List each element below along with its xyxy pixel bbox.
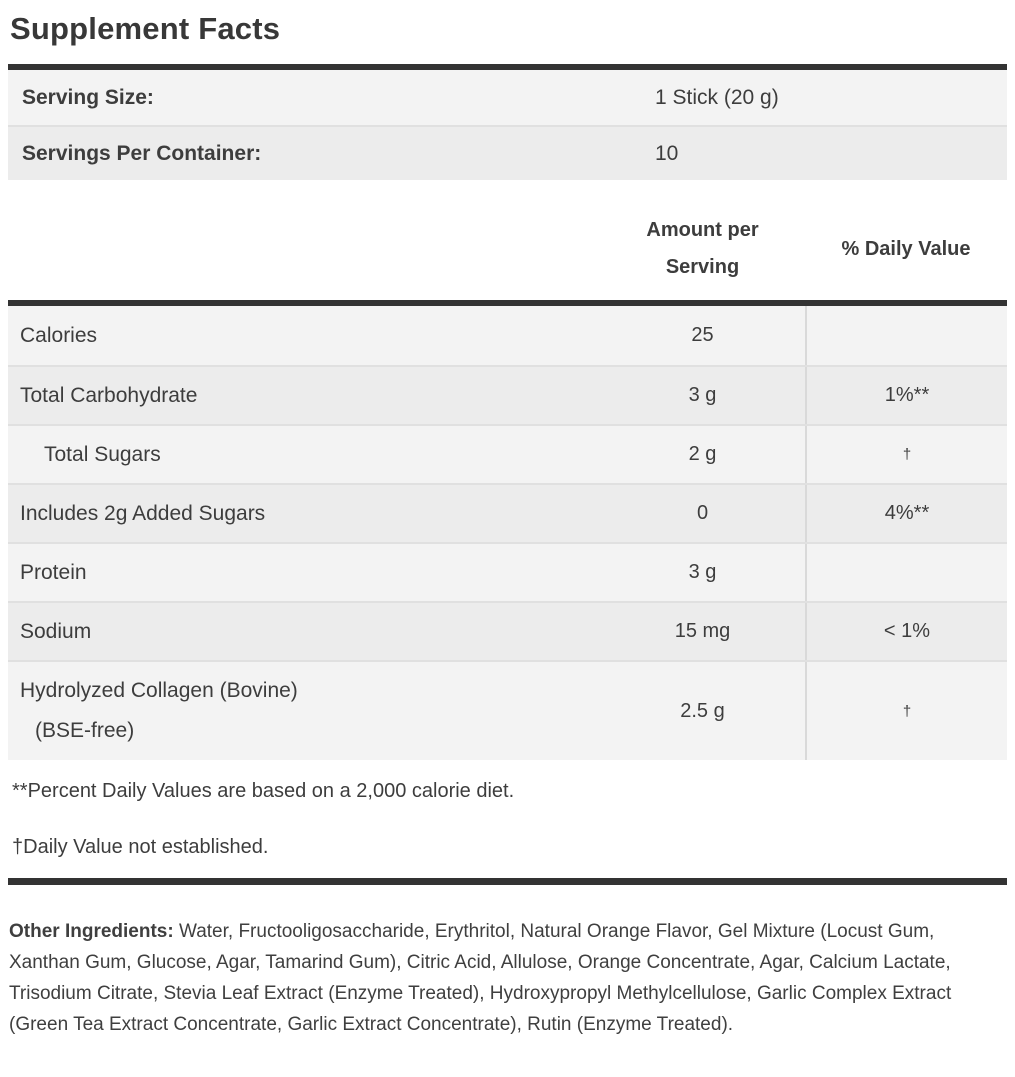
- serving-value: 1 Stick (20 g): [655, 85, 779, 109]
- amount-cell: 0: [696, 502, 709, 524]
- daily-value-cell: 1%**: [805, 367, 1007, 424]
- table-row: Total Sugars 2 g †: [8, 424, 1007, 483]
- amount-cell: 15 mg: [674, 620, 731, 642]
- serving-label: Servings Per Container:: [22, 141, 262, 165]
- page-title: Supplement Facts: [10, 11, 281, 46]
- nutrient-table: Calories 25 Total Carbohydrate 3 g 1%** …: [8, 300, 1007, 760]
- daily-value-cell: < 1%: [805, 603, 1007, 660]
- other-ingredients: Other Ingredients: Water, Fructooligosac…: [8, 916, 1007, 1040]
- daily-value-cell: †: [805, 662, 1007, 760]
- serving-row: Servings Per Container: 10: [8, 125, 1007, 180]
- amount-cell: 3 g: [688, 384, 717, 406]
- amount-cell: 2.5 g: [680, 699, 725, 722]
- serving-info-table: Serving Size: 1 Stick (20 g) Servings Pe…: [8, 64, 1007, 180]
- table-row: Calories 25: [8, 306, 1007, 365]
- serving-value: 10: [655, 141, 679, 165]
- table-row: Sodium 15 mg < 1%: [8, 601, 1007, 660]
- daily-value-cell: 4%**: [805, 485, 1007, 542]
- other-ingredients-text: Water, Fructooligosaccharide, Erythritol…: [9, 921, 952, 1035]
- amount-cell: 25: [691, 324, 714, 346]
- table-row: Protein 3 g: [8, 542, 1007, 601]
- amount-cell: 2 g: [688, 443, 717, 465]
- nutrient-name-line2: (BSE-free): [35, 719, 135, 742]
- daily-value-cell: [805, 306, 1007, 365]
- amount-cell: 3 g: [688, 561, 717, 583]
- footnote-daily-value: **Percent Daily Values are based on a 2,…: [12, 780, 515, 802]
- table-row: Hydrolyzed Collagen (Bovine) (BSE-free) 2…: [8, 660, 1007, 760]
- nutrient-name: Includes 2g Added Sugars: [20, 501, 266, 525]
- percent-daily-value-header: % Daily Value: [841, 237, 971, 260]
- supplement-facts-label: Supplement Facts Serving Size: 1 Stick (…: [8, 11, 1007, 1040]
- amount-per-serving-header: Amount per Serving: [646, 219, 759, 278]
- nutrient-name: Hydrolyzed Collagen (Bovine) (BSE-free): [8, 671, 600, 751]
- nutrient-name: Total Carbohydrate: [20, 383, 198, 407]
- thick-rule-bottom: [8, 878, 1007, 885]
- nutrient-name: Protein: [20, 560, 87, 584]
- nutrient-name: Total Sugars: [44, 442, 161, 466]
- daily-value-cell: [805, 544, 1007, 601]
- nutrient-name: Calories: [20, 323, 98, 347]
- nutrient-header-row: Amount per Serving % Daily Value: [8, 180, 1007, 300]
- other-ingredients-label: Other Ingredients:: [9, 921, 174, 942]
- nutrient-name: Sodium: [20, 619, 92, 643]
- table-row: Includes 2g Added Sugars 0 4%**: [8, 483, 1007, 542]
- table-row: Total Carbohydrate 3 g 1%**: [8, 365, 1007, 424]
- serving-row: Serving Size: 1 Stick (20 g): [8, 70, 1007, 125]
- footnote-dagger: †Daily Value not established.: [12, 836, 269, 858]
- serving-label: Serving Size:: [22, 85, 154, 109]
- daily-value-cell: †: [805, 426, 1007, 483]
